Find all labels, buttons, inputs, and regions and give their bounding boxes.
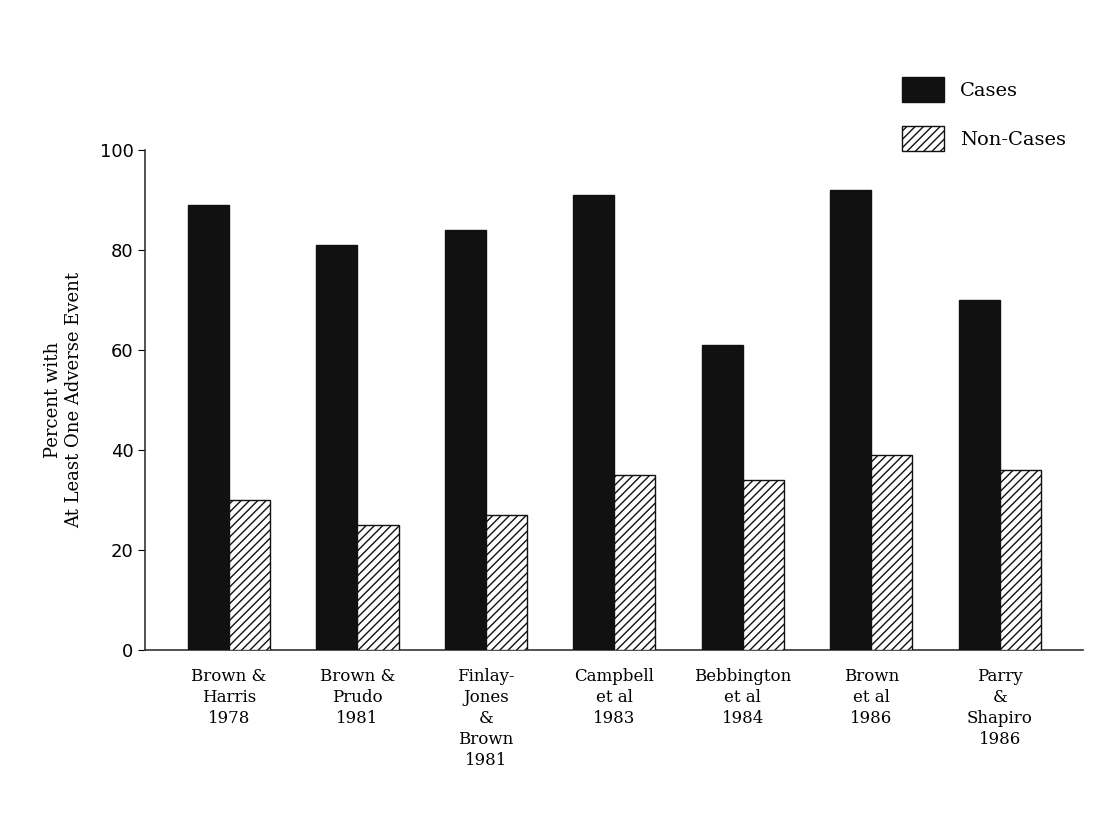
Bar bbox=[316, 245, 357, 650]
Bar bbox=[229, 500, 270, 650]
Bar bbox=[830, 190, 871, 650]
Bar bbox=[445, 230, 486, 650]
Bar bbox=[486, 515, 527, 650]
Bar bbox=[357, 525, 399, 650]
Bar bbox=[1000, 470, 1041, 650]
Bar bbox=[871, 455, 913, 650]
Bar bbox=[188, 205, 229, 650]
Bar bbox=[573, 195, 614, 650]
Bar bbox=[743, 480, 784, 650]
Y-axis label: Percent with
At Least One Adverse Event: Percent with At Least One Adverse Event bbox=[44, 272, 83, 528]
Bar bbox=[701, 345, 743, 650]
Bar bbox=[614, 475, 656, 650]
Bar bbox=[958, 300, 1000, 650]
Legend: Cases, Non-Cases: Cases, Non-Cases bbox=[894, 70, 1073, 158]
